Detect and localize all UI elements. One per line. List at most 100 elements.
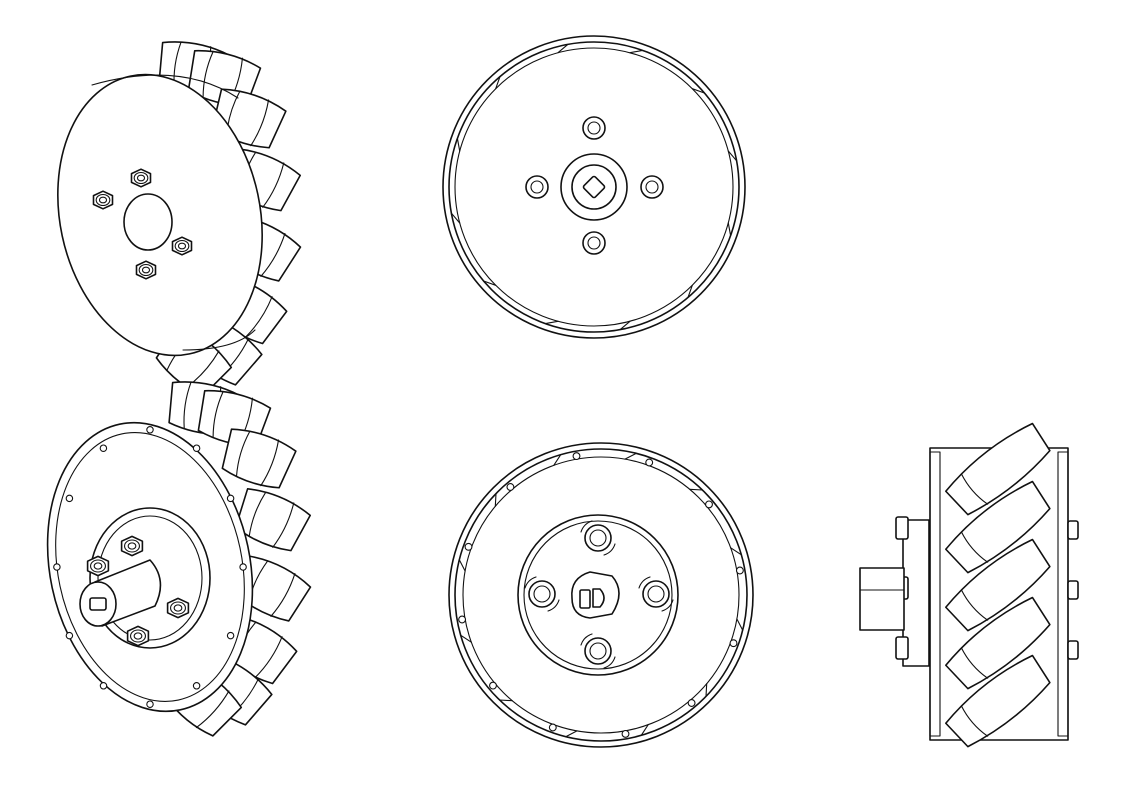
mecanum-wheel-side xyxy=(859,422,1079,748)
nut-hole xyxy=(136,174,146,182)
nut-lock-tab xyxy=(580,520,593,533)
nut-hole xyxy=(98,196,108,204)
roller-body xyxy=(945,596,1051,690)
hub-nut xyxy=(126,625,150,647)
rim-rivet xyxy=(146,700,154,708)
hub-flange xyxy=(517,514,679,676)
roller-tip xyxy=(495,76,501,90)
bolt-hole xyxy=(525,175,549,199)
shaft-d-profile xyxy=(571,571,620,619)
shaft-adapter xyxy=(859,516,930,667)
nut-hole xyxy=(133,632,143,640)
roller-tip xyxy=(557,43,569,54)
nut-lock-tab xyxy=(603,543,616,556)
outer-rim xyxy=(448,442,754,748)
rim-rivet xyxy=(226,494,235,503)
roller xyxy=(221,428,297,489)
outer-plate xyxy=(57,73,263,357)
bolt-hole xyxy=(582,231,606,255)
roller-body xyxy=(945,422,1051,516)
nut-washer xyxy=(95,193,111,207)
roller-shade xyxy=(260,233,286,277)
roller-tip xyxy=(736,618,744,631)
roller-body xyxy=(234,488,312,552)
hub-nut xyxy=(524,576,560,612)
hub-nuts xyxy=(524,520,674,669)
roller-tip xyxy=(624,452,637,460)
hub-bolts xyxy=(92,168,193,280)
plate-edge-bottom xyxy=(182,329,256,351)
nut-washer xyxy=(133,171,149,185)
shaft-end xyxy=(79,581,117,627)
roller-highlight xyxy=(235,430,251,477)
roller xyxy=(234,488,312,552)
nut-washer xyxy=(174,239,190,253)
roller-shade xyxy=(244,296,273,339)
nut-lock-tab xyxy=(661,599,674,612)
roller-highlight xyxy=(960,589,989,621)
nut-lock-tab xyxy=(638,576,651,589)
roller-tip xyxy=(691,88,705,94)
roller-edge-ring xyxy=(454,47,734,327)
rim-boss xyxy=(489,681,497,690)
roller-shade xyxy=(272,502,295,548)
roller-tips xyxy=(450,43,738,331)
rim-boss xyxy=(687,699,696,707)
roller-tip xyxy=(629,49,644,54)
roller-tip xyxy=(705,683,708,697)
roller-tip xyxy=(499,699,513,702)
bolt-right xyxy=(171,236,193,256)
hub-nut-side xyxy=(895,516,909,540)
shaft-hole xyxy=(582,175,606,199)
rim-rivet xyxy=(192,682,201,690)
bolt-top xyxy=(130,168,152,188)
roller xyxy=(945,654,1051,748)
rim-boss xyxy=(464,542,473,551)
bolt-hole-inner xyxy=(587,236,601,250)
rim-inner-edge xyxy=(448,41,740,333)
roller-shade xyxy=(195,690,230,729)
roller-body xyxy=(945,654,1051,748)
bolt-hole-outer xyxy=(525,175,549,199)
nut-outer xyxy=(584,524,612,552)
roller-highlight xyxy=(960,705,989,737)
nut-inner xyxy=(647,585,665,603)
roller-tip xyxy=(460,634,472,643)
roller-highlight xyxy=(248,491,267,537)
roller-edge-ring xyxy=(462,456,740,734)
nut-hole xyxy=(141,266,151,274)
rim-boss xyxy=(645,458,654,467)
roller xyxy=(945,596,1051,690)
nut-hole xyxy=(173,604,183,612)
mecanum-wheel-front-inner xyxy=(448,442,754,748)
roller-tip xyxy=(565,730,578,738)
hub-flange-inner xyxy=(97,515,203,641)
nut-washer xyxy=(130,629,146,643)
axle-bolt-head xyxy=(1067,640,1079,660)
mecanum-wheel-front-outer xyxy=(442,35,746,339)
hub-boss xyxy=(571,164,617,210)
roller-body xyxy=(945,480,1051,574)
roller-tip xyxy=(727,150,738,162)
nut-lock-tab xyxy=(524,576,537,589)
rim-rivet xyxy=(99,682,108,690)
hub-ring xyxy=(560,153,628,221)
rim-rivet xyxy=(192,444,201,452)
roller-tip xyxy=(553,454,562,466)
hub-nut xyxy=(638,576,674,612)
hub-nut xyxy=(166,597,190,619)
bolt-hole-outer xyxy=(582,116,606,140)
rim-boss xyxy=(458,615,467,624)
hub-nut xyxy=(580,633,616,669)
nut-lock-tab xyxy=(603,656,616,669)
rim-boss xyxy=(729,639,738,648)
rim-boss xyxy=(735,566,744,575)
nut-washer xyxy=(124,539,140,553)
nut-washer xyxy=(90,559,106,573)
rim-inner-edge xyxy=(454,448,748,742)
bolt-holes xyxy=(525,116,664,255)
rim-bosses xyxy=(458,452,744,738)
roller-highlight xyxy=(212,390,224,439)
rim-rivet xyxy=(53,563,61,571)
